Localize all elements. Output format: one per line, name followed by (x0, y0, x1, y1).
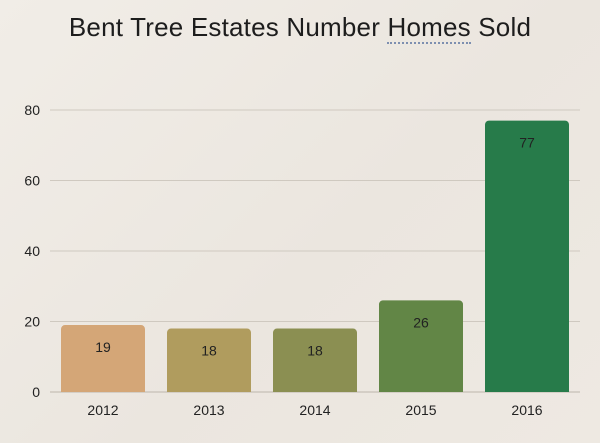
x-tick-label: 2016 (511, 402, 542, 418)
chart-title-highlight: Homes (387, 12, 471, 44)
bar-base-2015 (379, 386, 463, 392)
bar-base-2014 (273, 386, 357, 392)
bar-base-2012 (61, 386, 145, 392)
y-tick-label: 40 (24, 243, 40, 259)
bar-2016 (485, 120, 569, 392)
bar-2014 (273, 328, 357, 392)
bar-base-2013 (167, 386, 251, 392)
x-tick-label: 2014 (299, 402, 330, 418)
x-tick-label: 2013 (193, 402, 224, 418)
data-label: 18 (201, 343, 217, 359)
bar-2013 (167, 328, 251, 392)
data-label: 26 (413, 314, 429, 330)
x-tick-label: 2012 (87, 402, 118, 418)
data-label: 77 (519, 135, 535, 151)
chart-title: Bent Tree Estates Number Homes Sold (0, 12, 600, 44)
bar-base-2016 (485, 386, 569, 392)
chart-title-before: Bent Tree Estates Number (68, 12, 388, 42)
data-label: 18 (307, 343, 323, 359)
y-tick-label: 80 (24, 102, 40, 118)
y-tick-label: 0 (32, 384, 40, 400)
y-tick-label: 20 (24, 314, 40, 330)
y-tick-label: 60 (24, 173, 40, 189)
data-label: 19 (95, 339, 111, 355)
bar-2015 (379, 300, 463, 392)
chart-title-after: Sold (470, 12, 532, 42)
bar-2012 (61, 325, 145, 392)
x-tick-label: 2015 (405, 402, 436, 418)
